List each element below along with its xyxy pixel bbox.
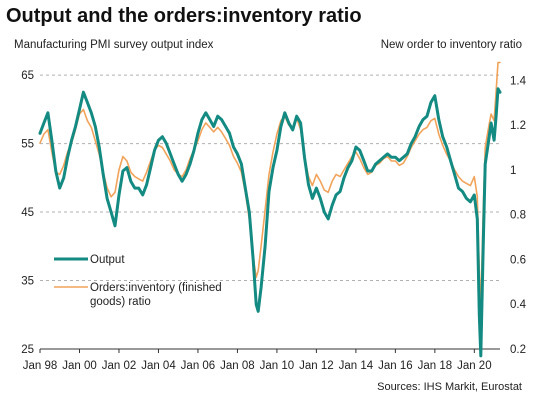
right-axis-ticks: 0.2 0.4 0.6 0.8 1 1.2 1.4 bbox=[510, 75, 527, 356]
right-tick-label: 0.4 bbox=[510, 299, 527, 311]
x-tick-label: Jan 08 bbox=[220, 360, 255, 372]
x-tick-label: Jan 20 bbox=[457, 360, 492, 372]
left-tick-label: 55 bbox=[21, 139, 34, 151]
source-note: Sources: IHS Markit, Eurostat bbox=[377, 381, 522, 393]
series-line-output bbox=[38, 87, 502, 358]
gridlines bbox=[40, 74, 500, 282]
x-tick-label: Jan 00 bbox=[62, 360, 97, 372]
left-axis-ticks: 25 35 45 55 65 bbox=[21, 70, 34, 356]
left-axis-title: Manufacturing PMI survey output index bbox=[14, 39, 214, 51]
x-axis-ticks: Jan 98 Jan 00 Jan 02 Jan 04 Jan 06 Jan 08 Jan … bbox=[23, 348, 500, 372]
x-tick-label: Jan 16 bbox=[378, 360, 413, 372]
left-tick-label: 35 bbox=[21, 276, 34, 288]
right-tick-label: 1.4 bbox=[510, 75, 527, 87]
right-tick-label: 0.2 bbox=[510, 344, 526, 356]
x-tick-label: Jan 02 bbox=[102, 360, 137, 372]
right-axis-title: New order to inventory ratio bbox=[381, 39, 522, 51]
chart-title: Output and the orders:inventory ratio bbox=[6, 5, 362, 27]
left-tick-label: 25 bbox=[21, 344, 34, 356]
legend: Output Orders:inventory (finished goods) r… bbox=[54, 254, 222, 308]
x-tick-label: Jan 12 bbox=[299, 360, 334, 372]
x-tick-label: Jan 06 bbox=[181, 360, 216, 372]
right-tick-label: 0.8 bbox=[510, 210, 526, 222]
x-tick-label: Jan 04 bbox=[141, 360, 176, 372]
series-lines bbox=[38, 61, 502, 358]
x-tick-label: Jan 18 bbox=[418, 360, 453, 372]
legend-label-orders-inventory: Orders:inventory (finished goods) ratio bbox=[90, 282, 222, 308]
left-tick-label: 65 bbox=[21, 70, 34, 82]
left-tick-label: 45 bbox=[21, 207, 34, 219]
right-tick-label: 1.2 bbox=[510, 120, 526, 132]
x-tick-label: Jan 98 bbox=[23, 360, 58, 372]
right-tick-label: 1 bbox=[510, 165, 516, 177]
x-tick-label: Jan 14 bbox=[339, 360, 374, 372]
x-tick-label: Jan 10 bbox=[260, 360, 295, 372]
legend-label-output: Output bbox=[90, 254, 125, 266]
right-tick-label: 0.6 bbox=[510, 254, 526, 266]
series-line-orders-inventory bbox=[39, 61, 501, 310]
